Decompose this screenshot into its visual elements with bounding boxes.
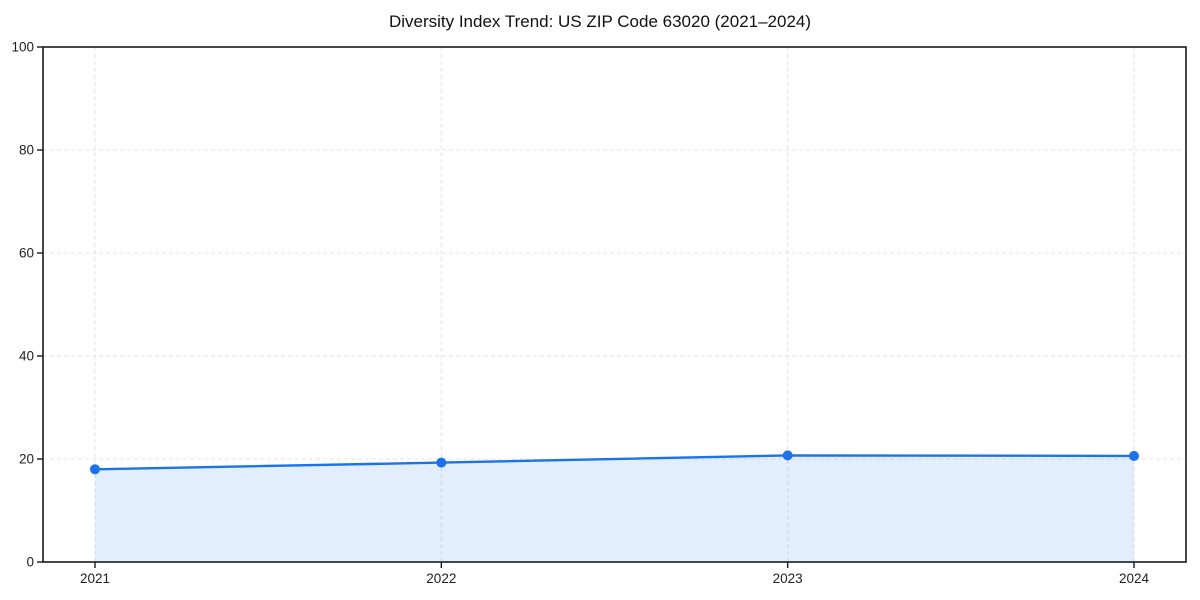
y-tick-label: 0 [26, 555, 34, 570]
area-fill [95, 455, 1134, 562]
x-tick-label: 2024 [1119, 571, 1150, 586]
x-tick-label: 2023 [773, 571, 803, 586]
y-tick-label: 60 [19, 246, 34, 261]
data-point-2023 [782, 450, 793, 461]
y-tick-label: 40 [19, 349, 34, 364]
data-point-2021 [90, 464, 100, 475]
chart-title: Diversity Index Trend: US ZIP Code 63020… [388, 12, 812, 31]
y-tick-label: 100 [11, 40, 34, 55]
x-tick-label: 2021 [80, 571, 110, 586]
data-point-2022 [436, 457, 447, 468]
trend-line [93, 454, 1136, 471]
x-tick-label: 2022 [426, 571, 456, 586]
y-tick-label: 20 [19, 452, 34, 467]
data-point-2024 [1129, 450, 1139, 461]
plot-border [42, 46, 1187, 563]
y-tick-label: 80 [19, 143, 34, 158]
